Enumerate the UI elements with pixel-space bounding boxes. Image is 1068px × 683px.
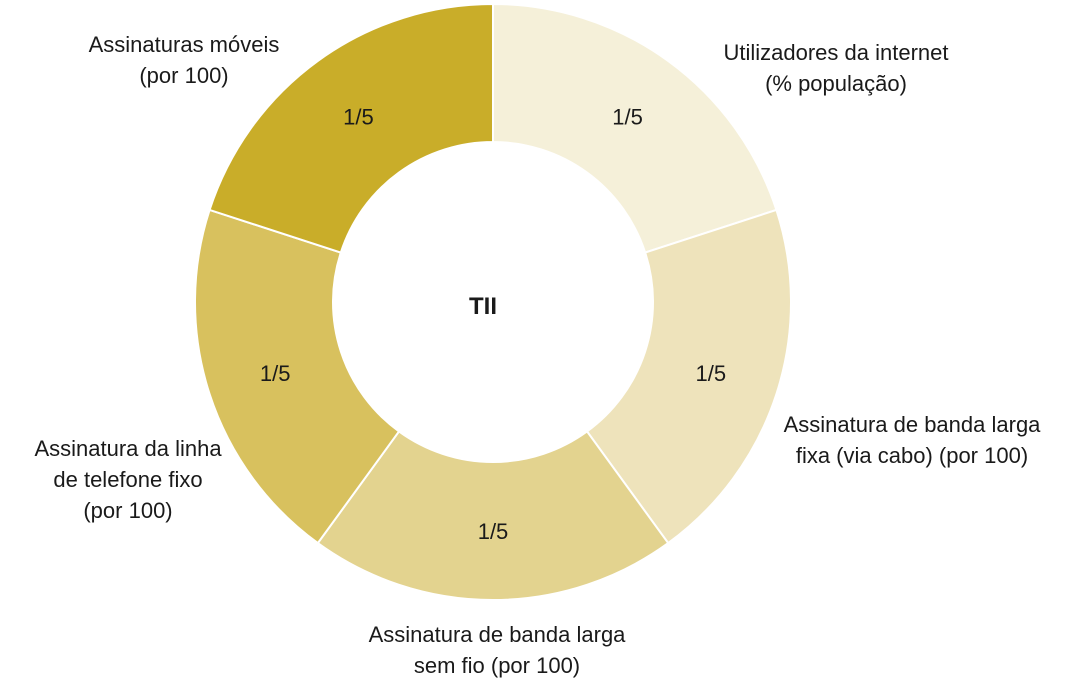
slice-value-label-1: 1/5 bbox=[612, 105, 643, 130]
category-label-5: Assinaturas móveis (por 100) bbox=[89, 32, 280, 88]
category-label-line: Assinatura da linha bbox=[34, 436, 222, 461]
category-label-line: (por 100) bbox=[83, 498, 172, 523]
center-label: TII bbox=[469, 293, 497, 320]
category-label-line: Utilizadores da internet bbox=[723, 40, 948, 65]
category-label-line: fixa (via cabo) (por 100) bbox=[796, 443, 1028, 468]
slices-group bbox=[194, 2, 792, 601]
category-labels-group: Utilizadores da internet (% população) Ass… bbox=[34, 32, 1041, 678]
category-label-line: de telefone fixo bbox=[53, 467, 202, 492]
category-label-line: Assinaturas móveis bbox=[89, 32, 280, 57]
slice-value-label-5: 1/5 bbox=[343, 105, 374, 130]
slice-value-label-4: 1/5 bbox=[260, 361, 291, 386]
category-label-line: (por 100) bbox=[139, 63, 228, 88]
pie-slice-3 bbox=[316, 430, 670, 601]
category-label-2: Assinatura de banda larga fixa (via cabo)… bbox=[784, 412, 1042, 468]
slice-value-label-2: 1/5 bbox=[695, 361, 726, 386]
category-label-3: Assinatura de banda larga sem fio (por 10… bbox=[369, 622, 627, 678]
category-label-line: Assinatura de banda larga bbox=[784, 412, 1042, 437]
slice-value-label-3: 1/5 bbox=[478, 519, 509, 544]
pie-slice-2 bbox=[585, 208, 792, 545]
pie-slice-4 bbox=[194, 208, 401, 545]
pie-slice-1 bbox=[492, 2, 778, 254]
category-label-line: sem fio (por 100) bbox=[414, 653, 580, 678]
category-label-line: Assinatura de banda larga bbox=[369, 622, 627, 647]
pie-slice-5 bbox=[208, 2, 494, 254]
category-label-1: Utilizadores da internet (% população) bbox=[723, 40, 948, 96]
category-label-line: (% população) bbox=[765, 71, 907, 96]
category-label-4: Assinatura da linha de telefone fixo (por … bbox=[34, 436, 222, 523]
slice-labels-group: 1/5 1/5 1/5 1/5 1/5 bbox=[260, 105, 726, 544]
